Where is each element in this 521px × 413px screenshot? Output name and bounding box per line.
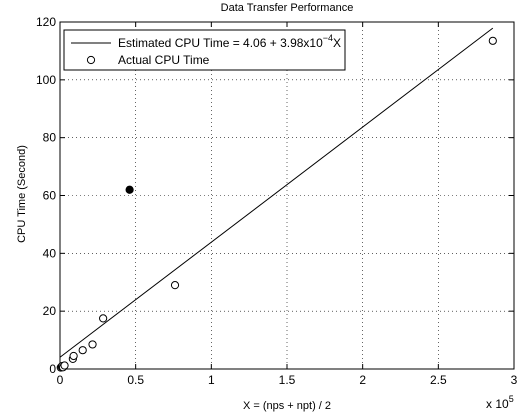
legend-estimated-prefix: Estimated CPU Time = 4.06 + 3.98x10: [118, 36, 323, 50]
x-tick-label: 2.5: [430, 373, 447, 387]
data-point: [99, 314, 108, 323]
x-tick-label: 0: [57, 373, 64, 387]
legend-entry-actual: Actual CPU Time: [118, 53, 210, 67]
y-tick-label: 100: [36, 73, 56, 87]
data-point: [78, 346, 87, 355]
x-multiplier-base: x 10: [486, 397, 509, 411]
data-point: [488, 36, 497, 45]
tick-labels: 0 0.5 1 1.5 2 2.5 3 0 20 40 60 80 100 120: [36, 15, 518, 387]
y-tick-label: 40: [43, 246, 57, 260]
legend-estimated-suffix: X: [333, 36, 341, 50]
series-layer: [56, 27, 497, 372]
data-point: [170, 281, 180, 290]
y-tick-label: 120: [36, 15, 56, 29]
legend-box: [63, 29, 346, 71]
x-axis-label: X = (nps + npt) / 2: [243, 400, 331, 412]
y-tick-label: 0: [49, 362, 56, 376]
x-tick-label: 1.5: [279, 373, 296, 387]
x-axis-multiplier: x 105: [486, 394, 514, 411]
x-tick-label: 2: [359, 373, 366, 387]
data-point: [60, 361, 69, 370]
x-multiplier-exponent: 5: [509, 394, 514, 404]
x-tick-label: 3: [511, 373, 518, 387]
grid-lines: [60, 22, 514, 369]
y-tick-label: 80: [43, 131, 57, 145]
y-axis-label: CPU Time (Second): [16, 145, 28, 243]
chart-title: Data Transfer Performance: [221, 2, 354, 14]
data-point: [88, 340, 97, 349]
axis-ticks: [59, 21, 515, 370]
legend-entry-estimated: Estimated CPU Time = 4.06 + 3.98x10−4X: [118, 33, 341, 50]
y-tick-label: 20: [43, 304, 57, 318]
legend-estimated-exponent: −4: [323, 33, 333, 43]
data-point: [69, 351, 78, 361]
x-tick-label: 1: [208, 373, 215, 387]
legend-marker-swatch: [86, 55, 96, 65]
x-tick-label: 0.5: [127, 373, 144, 387]
y-tick-label: 60: [43, 189, 57, 203]
outlier-point: [125, 185, 134, 194]
fit-line: [59, 27, 494, 358]
legend: Estimated CPU Time = 4.06 + 3.98x10−4X A…: [63, 29, 346, 71]
